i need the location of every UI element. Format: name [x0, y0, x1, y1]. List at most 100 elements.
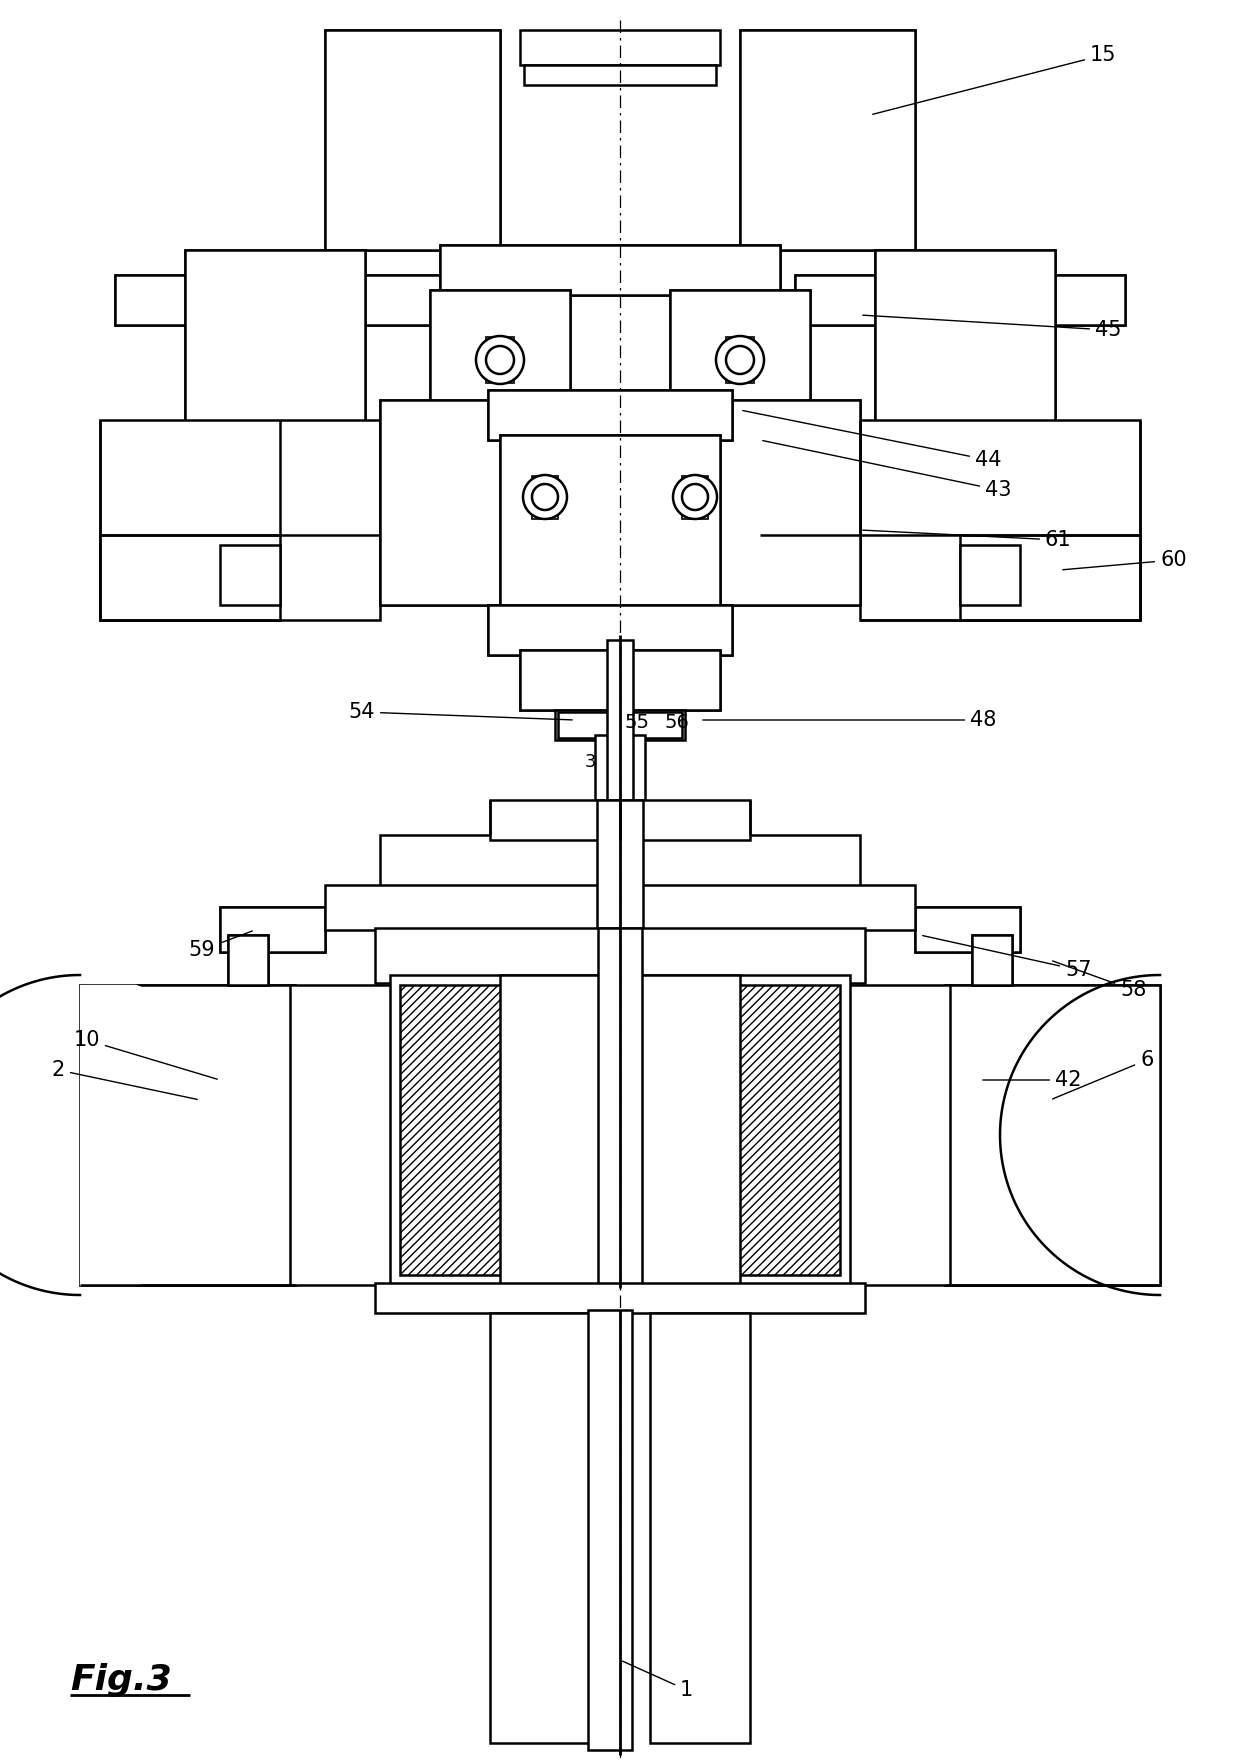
Bar: [100, 535, 280, 620]
Bar: [81, 986, 295, 1285]
Bar: [795, 275, 1125, 326]
Bar: [682, 475, 708, 488]
Bar: [525, 653, 715, 708]
Bar: [81, 986, 295, 1285]
Bar: [915, 906, 1021, 952]
Bar: [489, 605, 732, 655]
Bar: [500, 975, 740, 1285]
Bar: [440, 245, 780, 296]
Bar: [525, 65, 715, 84]
Bar: [325, 30, 500, 250]
Bar: [401, 986, 590, 1274]
Bar: [492, 394, 728, 436]
Text: 60: 60: [1063, 549, 1187, 570]
Bar: [325, 885, 915, 929]
Bar: [976, 936, 1011, 984]
Bar: [430, 290, 570, 410]
Bar: [608, 641, 632, 840]
Circle shape: [532, 484, 558, 510]
Bar: [650, 986, 839, 1274]
Bar: [740, 30, 915, 250]
Bar: [430, 290, 570, 410]
Bar: [725, 368, 754, 384]
Bar: [972, 935, 1012, 986]
Bar: [500, 435, 720, 614]
Bar: [920, 910, 1016, 950]
Circle shape: [673, 475, 717, 519]
Circle shape: [725, 347, 754, 375]
Text: 6: 6: [1053, 1051, 1153, 1098]
Bar: [490, 801, 750, 840]
Text: 3: 3: [584, 753, 595, 771]
Bar: [520, 30, 720, 65]
Bar: [500, 435, 720, 614]
Text: 48: 48: [703, 709, 997, 730]
Bar: [595, 736, 645, 825]
Bar: [532, 475, 558, 488]
Bar: [740, 30, 915, 250]
Text: 1: 1: [622, 1661, 693, 1700]
Bar: [325, 30, 500, 250]
Bar: [532, 507, 558, 519]
Bar: [682, 507, 708, 519]
Text: 56: 56: [665, 713, 689, 732]
Bar: [588, 1309, 632, 1749]
Bar: [232, 936, 267, 984]
Bar: [219, 546, 280, 605]
Bar: [486, 336, 515, 352]
Bar: [520, 649, 720, 709]
Bar: [379, 400, 546, 605]
Bar: [115, 275, 445, 326]
Circle shape: [486, 347, 515, 375]
Bar: [435, 296, 565, 405]
Text: 45: 45: [863, 315, 1121, 340]
Bar: [520, 649, 720, 709]
Circle shape: [715, 336, 764, 384]
Bar: [391, 975, 849, 1285]
Text: 42: 42: [983, 1070, 1081, 1089]
Bar: [374, 928, 866, 984]
Bar: [185, 250, 365, 549]
Bar: [440, 245, 780, 296]
Bar: [224, 910, 320, 950]
Bar: [694, 400, 861, 605]
Circle shape: [523, 475, 567, 519]
Bar: [379, 834, 861, 891]
Bar: [960, 546, 1021, 605]
Bar: [875, 250, 1055, 549]
Text: 58: 58: [1053, 961, 1146, 1000]
Bar: [598, 928, 642, 1288]
Bar: [960, 535, 1140, 620]
Bar: [115, 275, 445, 326]
Text: 55: 55: [625, 713, 650, 732]
Bar: [596, 801, 644, 929]
Bar: [556, 709, 684, 739]
Bar: [490, 889, 750, 922]
Bar: [972, 935, 1012, 986]
Text: Fig.3: Fig.3: [69, 1663, 172, 1697]
Bar: [100, 421, 379, 620]
Bar: [219, 906, 325, 952]
Bar: [945, 986, 1159, 1285]
Text: 43: 43: [763, 440, 1012, 500]
Text: 54: 54: [348, 702, 572, 722]
Bar: [379, 400, 546, 605]
Bar: [489, 605, 732, 655]
Text: 57: 57: [923, 936, 1091, 980]
Bar: [915, 906, 1021, 952]
Bar: [861, 421, 1140, 620]
Bar: [489, 391, 732, 440]
Bar: [492, 607, 728, 649]
Bar: [490, 1313, 590, 1742]
Bar: [795, 275, 1125, 326]
Bar: [228, 935, 268, 986]
Bar: [650, 1313, 750, 1742]
Bar: [219, 906, 325, 952]
Circle shape: [682, 484, 708, 510]
Bar: [228, 935, 268, 986]
Text: 2: 2: [52, 1060, 197, 1100]
Bar: [290, 986, 950, 1285]
Text: 59: 59: [188, 931, 253, 959]
Bar: [675, 296, 805, 405]
Text: 44: 44: [743, 410, 1002, 470]
